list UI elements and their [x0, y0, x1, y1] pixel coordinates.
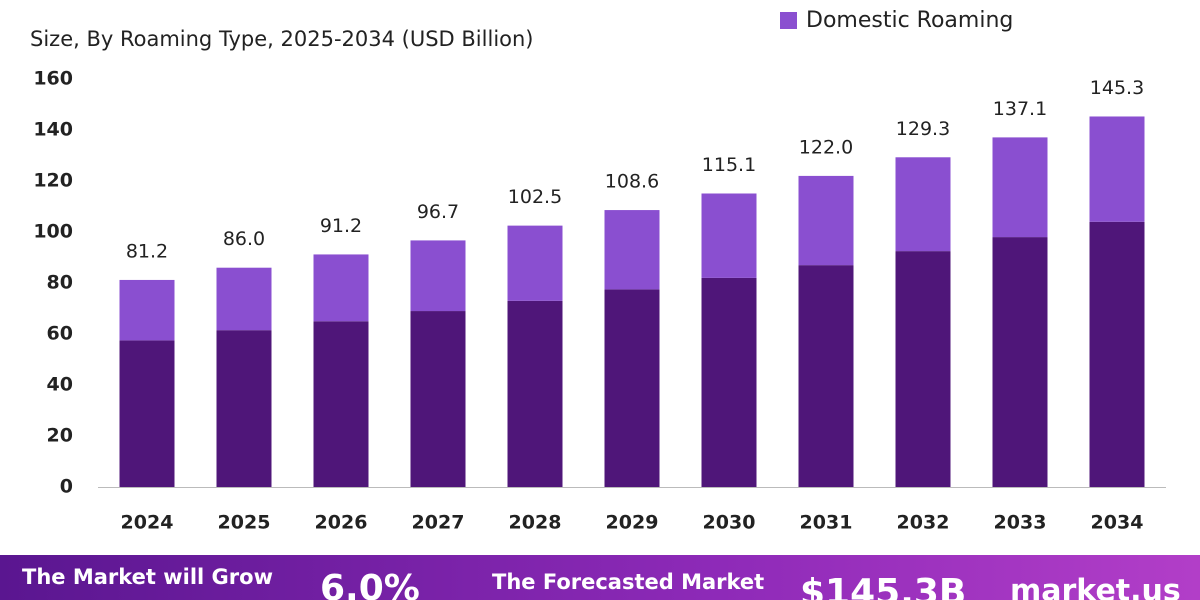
y-tick-label: 20: [47, 425, 73, 447]
total-label: 122.0: [799, 136, 853, 158]
bar-segment: [507, 300, 563, 487]
y-tick-label: 160: [33, 68, 73, 90]
total-label: 86.0: [223, 228, 265, 250]
legend-label: Domestic Roaming: [806, 8, 1013, 33]
total-label: 145.3: [1090, 77, 1144, 99]
bar-segment: [313, 254, 369, 322]
x-tick-label: 2031: [800, 512, 853, 534]
y-tick-label: 40: [47, 374, 73, 396]
x-tick-label: 2034: [1091, 512, 1144, 534]
bar-segment: [313, 321, 369, 487]
x-tick-label: 2033: [994, 512, 1047, 534]
x-tick-label: 2027: [412, 512, 465, 534]
bar-segment: [798, 175, 854, 266]
total-label: 108.6: [605, 171, 659, 193]
bar-segment: [410, 311, 466, 487]
y-tick-label: 60: [47, 323, 73, 345]
x-tick-label: 2026: [315, 512, 368, 534]
x-tick-label: 2032: [897, 512, 950, 534]
bar-segment: [216, 330, 272, 487]
y-tick-label: 0: [60, 476, 73, 498]
bar-segment: [410, 240, 466, 312]
x-tick-label: 2028: [509, 512, 562, 534]
bar-segment: [798, 265, 854, 487]
bar-segment: [119, 340, 175, 487]
y-tick-label: 140: [33, 119, 73, 141]
total-label: 115.1: [702, 154, 756, 176]
bar-segment: [895, 251, 951, 487]
banner-forecast-value: $145.3B: [800, 572, 966, 600]
bar-segment: [1089, 116, 1145, 222]
total-label: 81.2: [126, 240, 168, 262]
x-tick-label: 2029: [606, 512, 659, 534]
bar-segment: [1089, 221, 1145, 488]
bar-segment: [216, 267, 272, 331]
bar-segment: [701, 277, 757, 487]
y-tick-label: 100: [33, 221, 73, 243]
bar-segment: [604, 210, 660, 290]
total-label: 137.1: [993, 98, 1047, 120]
banner-growth: The Market will Grow: [22, 565, 273, 589]
total-label: 91.2: [320, 215, 362, 237]
bar-segment: [992, 137, 1048, 238]
x-tick-label: 2025: [218, 512, 271, 534]
banner-forecast: The Forecasted Market: [492, 570, 764, 594]
y-tick-label: 120: [33, 170, 73, 192]
banner: [0, 555, 1200, 600]
banner-cagr: 6.0%: [320, 568, 420, 600]
x-tick-label: 2024: [121, 512, 174, 534]
bar-segment: [895, 157, 951, 252]
total-label: 129.3: [896, 118, 950, 140]
bar-segment: [507, 225, 563, 301]
y-tick-label: 80: [47, 272, 73, 294]
banner-brand: market.us: [1010, 574, 1181, 600]
bar-segment: [992, 237, 1048, 487]
x-tick-label: 2030: [703, 512, 756, 534]
bar-segment: [119, 279, 175, 341]
bar-segment: [701, 193, 757, 278]
bar-segment: [604, 289, 660, 487]
total-label: 102.5: [508, 186, 562, 208]
legend-swatch: [780, 12, 797, 29]
chart-subtitle: Size, By Roaming Type, 2025-2034 (USD Bi…: [30, 27, 534, 51]
total-label: 96.7: [417, 201, 459, 223]
